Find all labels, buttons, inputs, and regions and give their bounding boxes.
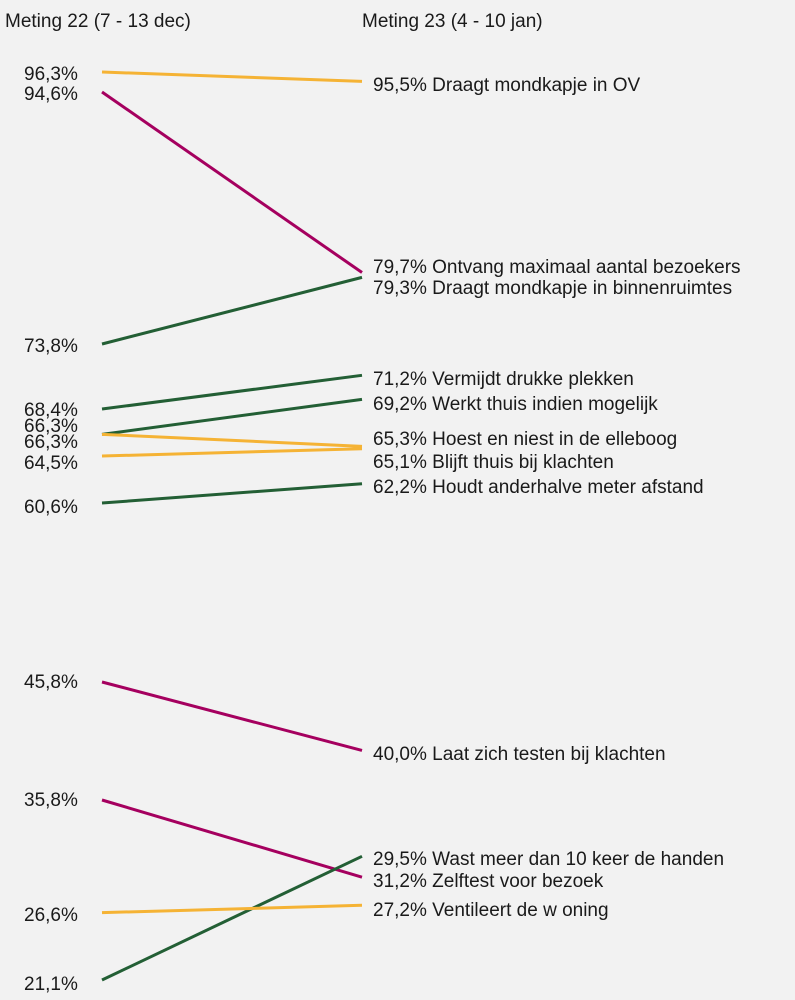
series-line-houdt-anderhalve-meter-afstand (101, 482, 363, 505)
series-line-wast-meer-dan-10-keer-de-handen (101, 798, 363, 879)
right-label-ontvang-maximaal-aantal-bezoekers: 79,7% Ontvang maximaal aantal bezoekers (373, 257, 741, 278)
right-label-zelftest-voor-bezoek: 31,2% Zelftest voor bezoek (373, 871, 604, 892)
column-header-meting-22: Meting 22 (7 - 13 dec) (5, 11, 191, 32)
right-label-blijft-thuis-bij-klachten: 65,1% Blijft thuis bij klachten (373, 452, 614, 473)
series-line-blijft-thuis-bij-klachten (101, 447, 363, 458)
right-label-houdt-anderhalve-meter-afstand: 62,2% Houdt anderhalve meter afstand (373, 477, 704, 498)
right-label-draagt-mondkapje-in-ov: 95,5% Draagt mondkapje in OV (373, 75, 641, 96)
series-line-ventileert-de-woning (101, 903, 363, 915)
slope-lines (101, 70, 363, 982)
series-line-draagt-mondkapje-in-binnenruimtes (101, 275, 363, 346)
left-label-draagt-mondkapje-in-binnenruimtes: 73,8% (24, 336, 78, 357)
series-line-zelftest-voor-bezoek (101, 854, 363, 982)
right-label-werkt-thuis-indien-mogelijk: 69,2% Werkt thuis indien mogelijk (373, 394, 658, 415)
left-label-blijft-thuis-bij-klachten: 64,5% (24, 453, 78, 474)
left-label-vermijdt-drukke-plekken: 68,4% (24, 400, 78, 421)
left-label-ventileert-de-woning: 26,6% (24, 905, 78, 926)
left-label-wast-meer-dan-10-keer-de-handen: 35,8% (24, 790, 78, 811)
left-label-houdt-anderhalve-meter-afstand: 60,6% (24, 497, 78, 518)
right-label-vermijdt-drukke-plekken: 71,2% Vermijdt drukke plekken (373, 369, 634, 390)
right-label-laat-zich-testen-bij-klachten: 40,0% Laat zich testen bij klachten (373, 744, 666, 765)
left-label-ontvang-maximaal-aantal-bezoekers: 94,6% (24, 84, 78, 105)
left-value-labels: 96,3%94,6%73,8%68,4%66,3%66,3%64,5%60,6%… (24, 64, 78, 995)
left-label-laat-zich-testen-bij-klachten: 45,8% (24, 672, 78, 693)
right-value-labels: 95,5% Draagt mondkapje in OV 79,7% Ontvan… (373, 75, 741, 921)
series-line-hoest-en-niest-in-de-elleboog (101, 432, 363, 448)
series-line-vermijdt-drukke-plekken (101, 373, 363, 411)
right-label-ventileert-de-woning: 27,2% Ventileert de w oning (373, 900, 609, 921)
series-line-ontvang-maximaal-aantal-bezoekers (101, 90, 363, 274)
right-label-wast-meer-dan-10-keer-de-handen: 29,5% Wast meer dan 10 keer de handen (373, 849, 724, 870)
left-label-zelftest-voor-bezoek: 21,1% (24, 974, 78, 995)
right-label-hoest-en-niest-in-de-elleboog: 65,3% Hoest en niest in de elleboog (373, 429, 677, 450)
column-header-meting-23: Meting 23 (4 - 10 jan) (362, 11, 543, 32)
series-line-draagt-mondkapje-in-ov (101, 70, 363, 83)
series-line-werkt-thuis-indien-mogelijk (101, 397, 363, 436)
right-label-draagt-mondkapje-in-binnenruimtes: 79,3% Draagt mondkapje in binnenruimtes (373, 278, 732, 299)
left-label-hoest-en-niest-in-de-elleboog: 66,3% (24, 432, 78, 453)
left-label-werkt-thuis-indien-mogelijk: 66,3% (24, 416, 78, 437)
left-label-draagt-mondkapje-in-ov: 96,3% (24, 64, 78, 85)
series-line-laat-zich-testen-bij-klachten (101, 680, 363, 752)
